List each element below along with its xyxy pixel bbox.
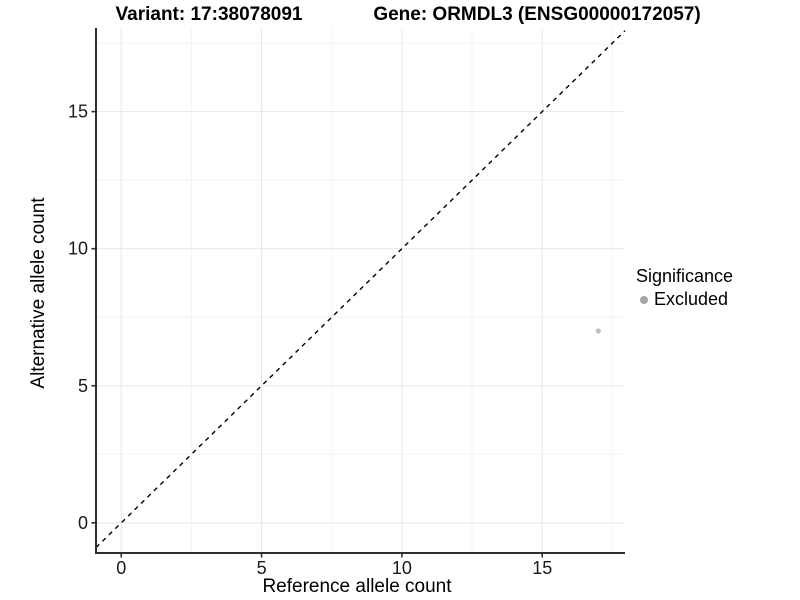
x-axis-label: Reference allele count bbox=[262, 576, 452, 597]
legend-item-label: Excluded bbox=[654, 289, 729, 309]
y-axis-label: Alternative allele count bbox=[28, 197, 49, 389]
legend-point-icon bbox=[640, 295, 648, 304]
plot-title-gene: Gene: ORMDL3 (ENSG00000172057) bbox=[373, 4, 701, 25]
legend-title: Significance bbox=[636, 266, 734, 286]
data-point bbox=[595, 328, 601, 334]
plot-title-variant: Variant: 17:38078091 bbox=[115, 4, 303, 25]
legend-items: Excluded bbox=[636, 289, 733, 310]
x-tick-label: 10 bbox=[392, 558, 412, 578]
y-tick-label: 0 bbox=[78, 513, 88, 533]
y-tick-label: 15 bbox=[68, 102, 88, 122]
x-tick-label: 0 bbox=[116, 558, 126, 578]
identity-reference-line bbox=[95, 30, 626, 549]
y-tick-label: 5 bbox=[78, 376, 88, 396]
x-tick-label: 15 bbox=[532, 558, 552, 578]
legend: Significance Excluded bbox=[636, 266, 733, 310]
x-tick-label: 5 bbox=[257, 558, 267, 578]
y-tick-label: 10 bbox=[68, 239, 88, 259]
legend-item: Excluded bbox=[636, 289, 733, 310]
